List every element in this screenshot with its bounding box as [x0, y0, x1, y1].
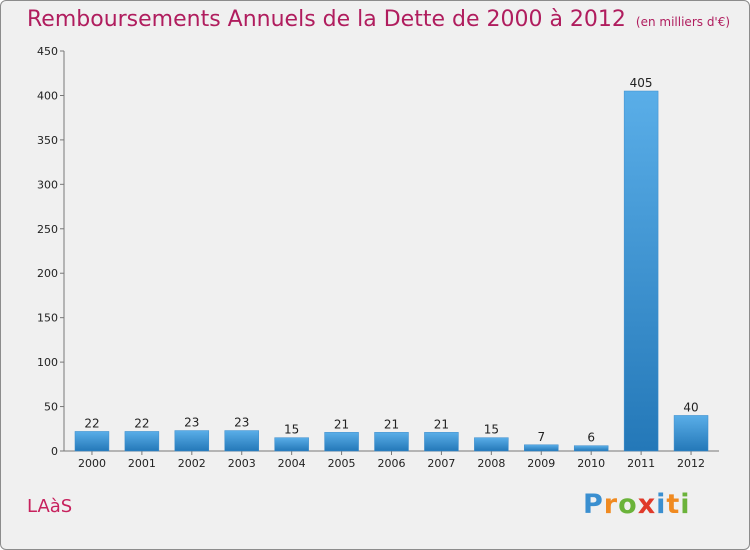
bar-value-label: 21 — [384, 417, 399, 431]
bar — [374, 432, 409, 452]
x-tick-label: 2002 — [178, 457, 206, 470]
x-tick-label: 2006 — [378, 457, 406, 470]
y-tick-label: 400 — [37, 89, 58, 102]
bar — [424, 432, 459, 452]
bar — [224, 430, 259, 452]
chart-title: Remboursements Annuels de la Dette de 20… — [27, 7, 730, 32]
logo-letter: P — [583, 489, 604, 520]
chart-title-text: Remboursements Annuels de la Dette de 20… — [27, 7, 626, 32]
chart-subtitle: (en milliers d'€) — [635, 15, 731, 29]
bar-value-label: 23 — [184, 416, 199, 430]
x-tick-label: 2007 — [427, 457, 455, 470]
x-tick-label: 2009 — [527, 457, 555, 470]
bar — [673, 415, 709, 452]
bar — [573, 445, 609, 452]
bar-value-label: 15 — [284, 423, 299, 437]
x-tick-label: 2005 — [328, 457, 356, 470]
y-tick-label: 300 — [37, 178, 58, 191]
x-tick-label: 2004 — [278, 457, 306, 470]
bar-value-label: 15 — [484, 423, 499, 437]
bar — [74, 431, 110, 452]
logo-letter: i — [656, 489, 667, 520]
x-tick-label: 2001 — [128, 457, 156, 470]
bar-value-label: 7 — [537, 430, 545, 444]
logo-letter: r — [603, 489, 619, 520]
y-tick-label: 450 — [37, 45, 58, 58]
bar — [623, 90, 659, 452]
bar — [324, 432, 359, 452]
y-tick-label: 150 — [37, 312, 58, 325]
x-tick-label: 2003 — [228, 457, 256, 470]
x-tick-label: 2011 — [627, 457, 655, 470]
logo-letter: t — [666, 489, 681, 520]
y-tick-label: 100 — [37, 356, 58, 369]
bar-value-label: 22 — [134, 416, 149, 430]
bar-value-label: 21 — [434, 417, 449, 431]
y-tick-label: 200 — [37, 267, 58, 280]
logo-letter: i — [680, 489, 691, 520]
x-tick-label: 2008 — [477, 457, 505, 470]
bar-value-label: 21 — [334, 417, 349, 431]
y-tick-label: 350 — [37, 134, 58, 147]
y-tick-label: 50 — [44, 401, 58, 414]
x-tick-label: 2010 — [577, 457, 605, 470]
bar-value-label: 405 — [630, 76, 653, 90]
x-tick-label: 2000 — [78, 457, 106, 470]
bar-value-label: 40 — [683, 400, 698, 414]
y-tick-label: 0 — [51, 445, 58, 458]
bar-value-label: 6 — [587, 431, 595, 445]
bar-value-label: 22 — [84, 416, 99, 430]
x-tick-label: 2012 — [677, 457, 705, 470]
bar — [124, 431, 160, 452]
y-tick-label: 250 — [37, 223, 58, 236]
logo-letter: x — [637, 489, 657, 520]
bar-value-label: 23 — [234, 416, 249, 430]
logo-letter: o — [618, 489, 638, 520]
bar — [524, 444, 559, 452]
commune-name: LAàS — [27, 496, 73, 517]
proxiti-logo: Proxiti — [583, 489, 691, 520]
bar — [174, 430, 210, 452]
bar — [474, 437, 509, 452]
bar — [274, 437, 309, 452]
